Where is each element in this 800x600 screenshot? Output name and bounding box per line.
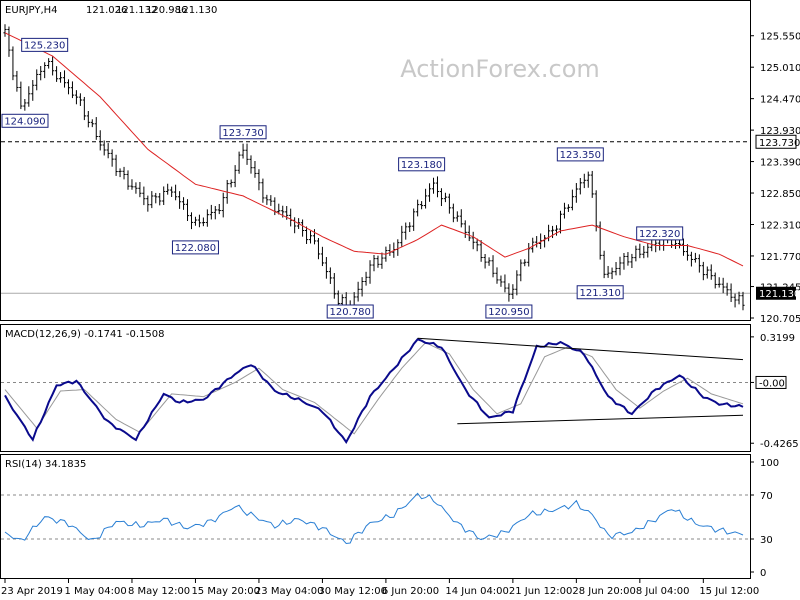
time-axis: 23 Apr 2019 1 May 04:00 8 May 12:00 15 May … [1, 579, 759, 597]
time-tick-2: 8 May 12:00 [128, 586, 190, 597]
rsi-panel-frame [0, 454, 751, 579]
time-tick-5: 30 May 12:00 [318, 586, 387, 597]
price-header-high: 121.132 [116, 5, 157, 16]
rsi-title: RSI(14) 34.1835 [5, 459, 86, 470]
rsi-y-tick-0: 100 [760, 458, 779, 469]
price-label-box-9 [636, 226, 684, 241]
macd-y-axis: 0.31990.00-0.4265 [750, 333, 799, 450]
moving-average-line [4, 32, 744, 267]
price-y-tick-7: 121.770 [760, 252, 800, 263]
rsi-y-axis: 100 70 30 0 [1, 458, 779, 579]
time-tick-1: 1 May 04:00 [64, 586, 126, 597]
macd-y-tick-2: -0.4265 [760, 439, 799, 450]
price-label-1: 124.090 [4, 116, 45, 127]
price-label-box-5 [398, 157, 446, 172]
price-label-3: 122.080 [175, 243, 216, 254]
price-label-box-6 [485, 304, 533, 319]
macd-line [4, 338, 744, 445]
rsi-line [4, 492, 744, 545]
price-header-close: 121.130 [176, 5, 217, 16]
price-header-symbol: EURJPY,H4 [5, 5, 58, 16]
time-tick-6: 6 Jun 20:00 [382, 586, 439, 597]
price-label-box-4 [326, 304, 374, 319]
price-y-tick-6: 122.310 [760, 220, 800, 231]
price-label-2: 123.730 [222, 128, 263, 139]
time-tick-8: 21 Jun 12:00 [509, 586, 573, 597]
time-tick-0: 23 Apr 2019 [1, 586, 63, 597]
price-label-box-3 [171, 240, 219, 255]
price-label-9: 122.320 [639, 229, 680, 240]
price-y-axis: 125.550 125.010 124.470 123.930 123.390 122.8… [750, 32, 800, 325]
price-label-6: 120.950 [488, 307, 529, 318]
macd-trendlines [417, 337, 744, 425]
price-bars [3, 24, 745, 314]
time-tick-4: 23 May 04:00 [255, 586, 324, 597]
price-label-box-7 [556, 147, 604, 162]
macd-trendline-1 [457, 414, 744, 425]
price-y-tick-3: 123.930 [760, 126, 800, 137]
resistance-level-tag: 123.730 [755, 134, 800, 149]
rsi-y-tick-3: 0 [760, 568, 766, 579]
price-header-low: 120.986 [146, 5, 187, 16]
macd-panel-frame [0, 324, 751, 452]
price-label-7: 123.350 [560, 150, 601, 161]
price-labels: 125.230 124.090 123.730 122.080 120.780 123.1… [1, 37, 684, 319]
time-tick-11: 15 Jul 12:00 [699, 586, 759, 597]
price-y-tick-4: 123.390 [760, 158, 800, 169]
resistance-level-label: 123.730 [759, 138, 800, 149]
time-tick-3: 15 May 20:00 [191, 586, 260, 597]
rsi-y-tick-1: 70 [760, 491, 773, 502]
macd-trendline-0 [417, 337, 744, 361]
macd-current-tag: -0.00 [755, 375, 787, 389]
time-tick-9: 28 Jun 20:00 [572, 586, 636, 597]
macd-current-value: -0.00 [759, 378, 785, 389]
price-label-box-2 [219, 125, 267, 140]
price-label-0: 125.230 [24, 40, 65, 51]
macd-y-tick-0: 0.3199 [760, 333, 795, 344]
rsi-y-tick-2: 30 [760, 535, 773, 546]
price-y-tick-1: 125.010 [760, 63, 800, 74]
current-price-tag: 121.130 [756, 286, 800, 300]
time-tick-10: 8 Jul 04:00 [636, 586, 690, 597]
price-label-box-1 [1, 113, 49, 128]
price-panel-frame [0, 0, 751, 321]
watermark: ActionForex.com [400, 55, 600, 83]
price-y-tick-0: 125.550 [760, 32, 800, 43]
price-label-4: 120.780 [330, 307, 371, 318]
price-label-box-8 [576, 285, 624, 300]
time-tick-7: 14 Jun 04:00 [445, 586, 509, 597]
current-price-label: 121.130 [759, 289, 800, 300]
price-y-tick-2: 124.470 [760, 95, 800, 106]
price-y-tick-5: 122.850 [760, 189, 800, 200]
price-label-box-0 [21, 37, 69, 52]
macd-title: MACD(12,26,9) -0.1741 -0.1508 [5, 329, 165, 340]
price-header-open: 121.026 [86, 5, 127, 16]
macd-signal-line [4, 341, 744, 435]
price-y-tick-9: 120.705 [760, 314, 800, 325]
price-label-8: 121.310 [579, 288, 620, 299]
price-label-5: 123.180 [401, 160, 442, 171]
